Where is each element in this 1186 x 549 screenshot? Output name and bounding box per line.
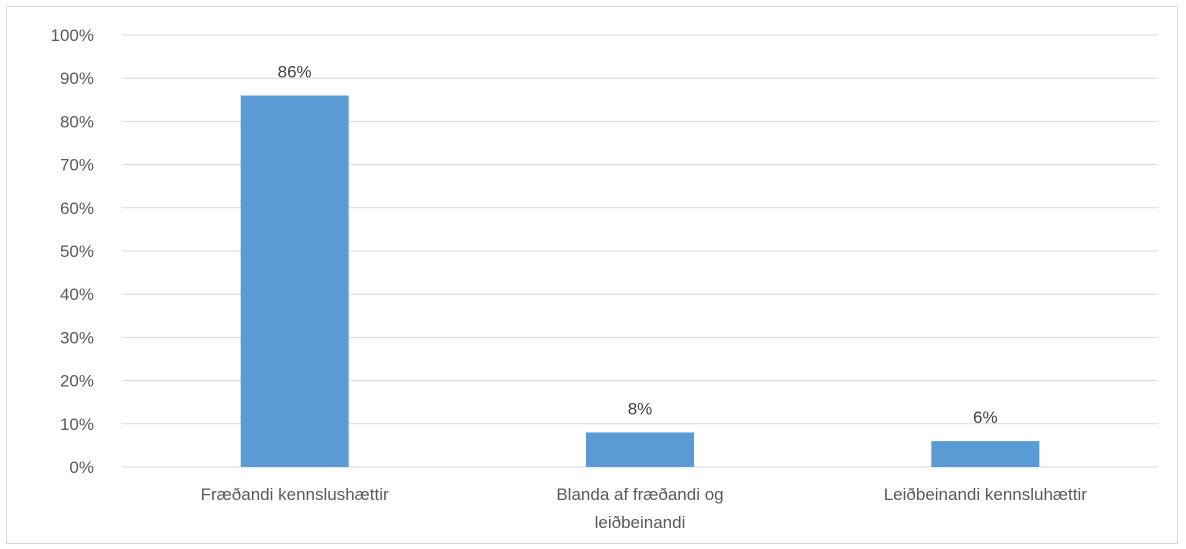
x-category-label: Fræðandi kennslushættir [201,485,389,504]
x-category-label: Leiðbeinandi kennsluhættir [884,485,1088,504]
bar [931,441,1040,467]
data-labels: 86% 8% 6% [278,62,998,427]
bar [240,95,349,467]
data-label: 86% [278,62,312,81]
y-tick-label: 60% [60,199,94,218]
y-tick-label: 10% [60,415,94,434]
y-tick-label: 70% [60,156,94,175]
bars [240,95,1040,467]
x-category-label: leiðbeinandi [595,513,686,532]
y-tick-label: 30% [60,328,94,347]
y-tick-label: 40% [60,285,94,304]
y-tick-label: 0% [69,458,94,477]
x-axis-categories: Fræðandi kennslushættir Blanda af fræðand… [201,485,1088,532]
y-tick-label: 20% [60,372,94,391]
x-category-label: Blanda af fræðandi og [556,485,723,504]
data-label: 6% [973,408,998,427]
y-tick-label: 100% [51,26,94,45]
y-tick-label: 90% [60,69,94,88]
y-tick-label: 80% [60,112,94,131]
data-label: 8% [628,399,653,418]
bar [586,432,694,467]
y-tick-label: 50% [60,242,94,261]
y-axis-ticks: 0% 10% 20% 30% 40% 50% 60% 70% 80% 90% 100% [51,26,94,477]
